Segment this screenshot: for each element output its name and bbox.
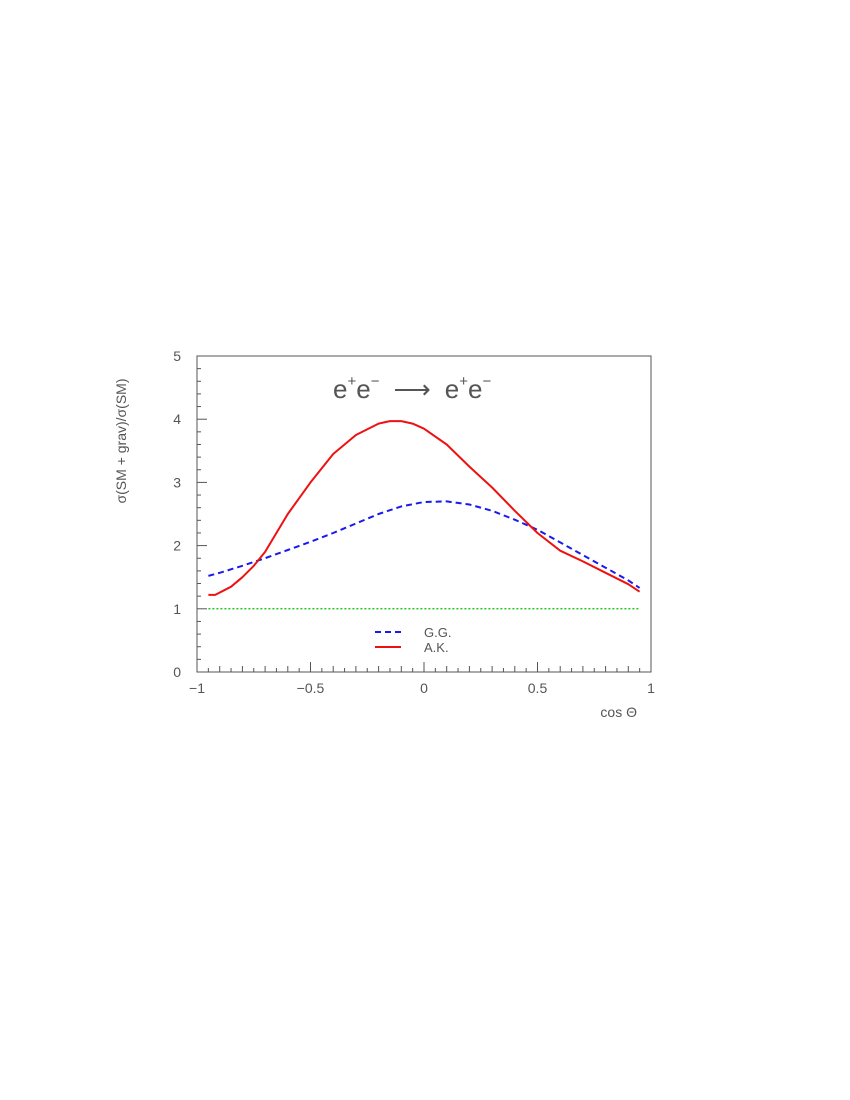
- y-axis-label: σ(SM + grav)/σ(SM): [113, 378, 129, 503]
- x-tick-label: 0: [420, 680, 428, 696]
- y-tick-label: 1: [173, 601, 181, 617]
- legend-label-gg: G.G.: [424, 625, 451, 640]
- axis-ticks: −1 −0.5 0 0.5 1 0 1 2 3 4 5: [173, 348, 655, 696]
- legend-label-ak: A.K.: [424, 640, 449, 655]
- x-axis-label: cos Θ: [600, 704, 637, 720]
- y-tick-label: 3: [173, 474, 181, 490]
- series-layer: [208, 420, 641, 610]
- chart-title: e+e− ⟶ e+e−: [333, 373, 491, 404]
- x-tick-label: −0.5: [297, 680, 325, 696]
- series-line-gg: [208, 500, 641, 589]
- legend: G.G. A.K.: [375, 625, 451, 655]
- y-tick-label: 4: [173, 411, 181, 427]
- y-tick-label: 0: [173, 664, 181, 680]
- x-tick-label: 1: [647, 680, 655, 696]
- x-tick-label: −1: [189, 680, 205, 696]
- y-tick-label: 5: [173, 348, 181, 364]
- x-tick-label: 0.5: [528, 680, 548, 696]
- y-tick-label: 2: [173, 538, 181, 554]
- series-line-ak: [208, 420, 641, 596]
